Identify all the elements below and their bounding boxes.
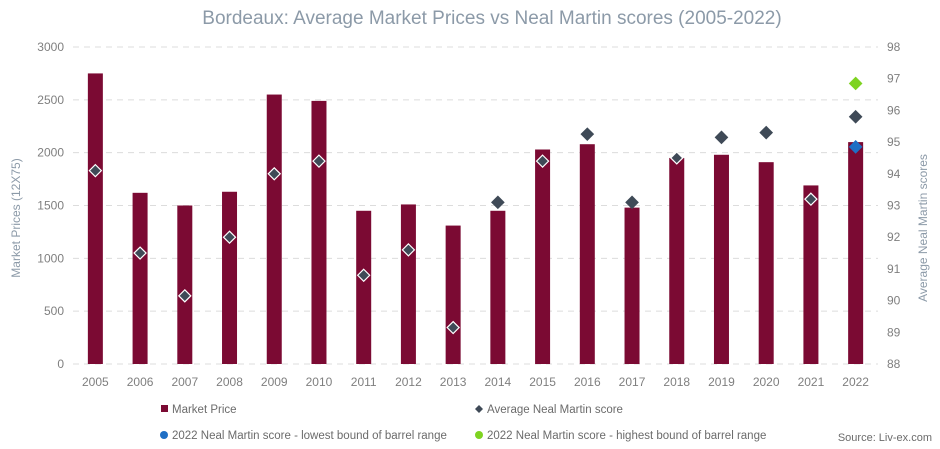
right-y-tick-label: 89	[887, 325, 901, 339]
score-marker	[312, 154, 326, 168]
score-marker	[669, 151, 684, 165]
bar-market-price	[535, 149, 551, 364]
bar-market-price	[848, 142, 864, 364]
x-tick-label: 2020	[753, 375, 780, 389]
bar-market-price	[490, 210, 506, 364]
score-marker	[446, 320, 460, 335]
score-marker	[401, 243, 416, 257]
bar-market-price	[624, 207, 640, 364]
left-y-axis: 0 500 1000 1500 2000 2500 3000	[37, 40, 64, 371]
score-marker	[88, 163, 103, 178]
left-y-tick-label: 2500	[37, 93, 64, 107]
x-tick-label: 2018	[663, 375, 690, 389]
score-marker	[491, 195, 505, 210]
legend-label: Market Price	[172, 404, 237, 416]
bar-market-price	[356, 210, 372, 364]
right-y-tick-label: 96	[887, 103, 901, 117]
x-tick-label: 2014	[485, 375, 512, 389]
right-y-tick-label: 91	[887, 262, 901, 276]
right-y-tick-label: 88	[887, 357, 901, 371]
score-marker	[759, 125, 774, 140]
right-y-tick-label: 94	[887, 167, 901, 181]
right-y-tick-label: 95	[887, 135, 901, 149]
right-y-tick-label: 90	[887, 294, 901, 308]
score-marker	[267, 166, 282, 181]
x-tick-label: 2008	[216, 375, 243, 389]
markers	[88, 76, 863, 335]
source-note: Source: Liv-ex.com	[838, 432, 932, 444]
bar-market-price	[311, 100, 327, 364]
score-marker	[177, 288, 192, 303]
left-y-tick-label: 0	[57, 357, 64, 371]
bar-market-price	[579, 144, 595, 364]
bar-market-price	[177, 205, 193, 364]
x-tick-label: 2006	[127, 375, 154, 389]
legend-label: Average Neal Martin score	[487, 404, 623, 416]
right-y-tick-label: 97	[887, 72, 901, 86]
bar-market-price	[266, 94, 282, 365]
x-tick-label: 2010	[306, 375, 333, 389]
bar-market-price	[445, 225, 461, 364]
legend-label: 2022 Neal Martin score - highest bound o…	[487, 430, 766, 442]
score-marker	[625, 195, 639, 210]
bar-market-price	[713, 154, 729, 364]
legend: Market Price Average Neal Martin score 202…	[160, 404, 766, 442]
legend-label: 2022 Neal Martin score - lowest bound of…	[172, 430, 447, 442]
legend-swatch-bound	[160, 431, 168, 439]
x-axis: 2005 2006 2007 2008 2009 2010 2011 2012 2013 2014…	[82, 375, 869, 389]
score-low-bound-marker	[848, 140, 863, 154]
bar-market-price	[803, 185, 819, 364]
x-tick-label: 2009	[261, 375, 288, 389]
right-y-axis: 88 89 90 91 92 93 94 95 96 97 98	[887, 40, 901, 371]
bar-market-price	[132, 192, 148, 364]
bar-market-price	[758, 162, 774, 364]
score-marker	[133, 246, 147, 260]
bars	[87, 73, 864, 365]
legend-swatch-score	[475, 405, 483, 413]
score-marker	[356, 268, 371, 283]
left-axis-title: Market Prices (12X75)	[9, 158, 23, 277]
gridlines	[73, 46, 878, 365]
score-marker	[804, 192, 818, 207]
score-marker	[848, 109, 863, 124]
x-tick-label: 2019	[708, 375, 735, 389]
score-marker	[222, 230, 237, 245]
x-tick-label: 2022	[842, 375, 869, 389]
score-high-bound-marker	[848, 76, 863, 91]
bar-market-price	[222, 191, 238, 364]
legend-swatch-bound	[475, 431, 483, 439]
right-axis-title: Average Neal Martin scores	[916, 154, 930, 302]
x-tick-label: 2016	[574, 375, 601, 389]
score-marker	[714, 130, 729, 145]
right-y-tick-label: 92	[887, 230, 901, 244]
chart-title: Bordeaux: Average Market Prices vs Neal …	[202, 8, 781, 29]
x-tick-label: 2011	[351, 375, 377, 389]
score-marker	[580, 127, 595, 142]
x-tick-label: 2007	[171, 375, 198, 389]
x-tick-label: 2021	[798, 375, 825, 389]
right-y-tick-label: 93	[887, 199, 901, 213]
left-y-tick-label: 1000	[37, 251, 64, 265]
x-tick-label: 2005	[82, 375, 109, 389]
left-y-tick-label: 3000	[37, 40, 64, 54]
score-marker	[535, 154, 550, 168]
right-y-tick-label: 98	[887, 40, 901, 54]
legend-swatch-market-price	[161, 405, 168, 412]
x-tick-label: 2015	[529, 375, 556, 389]
bar-market-price	[87, 73, 103, 365]
left-y-tick-label: 500	[44, 304, 64, 318]
x-tick-label: 2012	[395, 375, 422, 389]
left-y-tick-label: 1500	[37, 199, 64, 213]
left-y-tick-label: 2000	[37, 146, 64, 160]
x-tick-label: 2013	[440, 375, 467, 389]
x-tick-label: 2017	[619, 375, 646, 389]
bar-market-price	[669, 157, 685, 364]
bar-market-price	[400, 204, 416, 364]
